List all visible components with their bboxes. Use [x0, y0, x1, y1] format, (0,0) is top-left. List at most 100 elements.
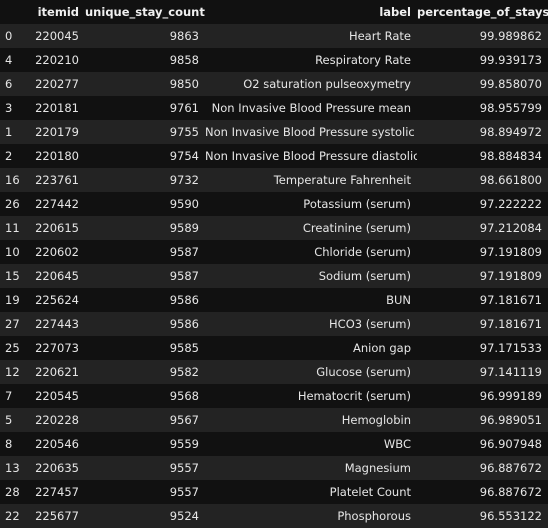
cell-unique-stay-count: 9557 [169, 485, 199, 499]
cell-itemid: 227073 [35, 341, 79, 355]
cell-label: Temperature Fahrenheit [273, 173, 411, 187]
row-index: 25 [5, 341, 20, 355]
row-index: 5 [5, 413, 13, 427]
row-index: 12 [5, 365, 20, 379]
cell-percentage-of-stays: 96.999189 [479, 389, 542, 403]
cell-itemid: 220277 [35, 77, 79, 91]
row-index: 7 [5, 389, 13, 403]
table-row: 12 220621 9582 Glucose (serum) 97.141119 [0, 360, 548, 384]
cell-label: Non Invasive Blood Pressure mean [211, 101, 411, 115]
cell-label: O2 saturation pulseoxymetry [243, 77, 411, 91]
header-label: label [205, 0, 417, 24]
cell-percentage-of-stays: 98.955799 [479, 101, 542, 115]
cell-percentage-of-stays: 99.939173 [479, 53, 542, 67]
table-row: 5 220228 9567 Hemoglobin 96.989051 [0, 408, 548, 432]
cell-percentage-of-stays: 97.191809 [479, 245, 542, 259]
cell-unique-stay-count: 9585 [169, 341, 199, 355]
row-index: 1 [5, 125, 13, 139]
table-row: 4 220210 9858 Respiratory Rate 99.939173 [0, 48, 548, 72]
cell-percentage-of-stays: 99.858070 [479, 77, 542, 91]
cell-itemid: 227442 [35, 197, 79, 211]
cell-percentage-of-stays: 96.553122 [479, 509, 542, 523]
cell-percentage-of-stays: 99.989862 [479, 29, 542, 43]
table-header: itemid unique_stay_count label percentag… [0, 0, 548, 24]
cell-percentage-of-stays: 96.887672 [479, 485, 542, 499]
cell-label: Heart Rate [348, 29, 411, 43]
cell-unique-stay-count: 9568 [169, 389, 199, 403]
cell-label: HCO3 (serum) [329, 317, 411, 331]
cell-itemid: 225677 [35, 509, 79, 523]
cell-label: Phosphorous [337, 509, 411, 523]
cell-unique-stay-count: 9590 [169, 197, 199, 211]
table-row: 6 220277 9850 O2 saturation pulseoxymetr… [0, 72, 548, 96]
cell-itemid: 227457 [35, 485, 79, 499]
table-row: 1 220179 9755 Non Invasive Blood Pressur… [0, 120, 548, 144]
header-index [0, 0, 30, 24]
cell-unique-stay-count: 9850 [169, 77, 199, 91]
header-row: itemid unique_stay_count label percentag… [0, 0, 548, 24]
table-row: 27 227443 9586 HCO3 (serum) 97.181671 [0, 312, 548, 336]
cell-percentage-of-stays: 97.171533 [479, 341, 542, 355]
header-itemid: itemid [30, 0, 85, 24]
cell-label: Magnesium [344, 461, 411, 475]
cell-percentage-of-stays: 98.884834 [479, 149, 542, 163]
table-row: 16 223761 9732 Temperature Fahrenheit 98… [0, 168, 548, 192]
cell-label: Hemoglobin [341, 413, 411, 427]
cell-unique-stay-count: 9567 [169, 413, 199, 427]
cell-percentage-of-stays: 98.894972 [479, 125, 542, 139]
table-row: 0 220045 9863 Heart Rate 99.989862 [0, 24, 548, 48]
cell-label: Non Invasive Blood Pressure diastolic [205, 149, 417, 163]
table-body: 0 220045 9863 Heart Rate 99.989862 4 220… [0, 24, 548, 528]
table-row: 2 220180 9754 Non Invasive Blood Pressur… [0, 144, 548, 168]
row-index: 22 [5, 509, 20, 523]
cell-percentage-of-stays: 98.661800 [479, 173, 542, 187]
table-row: 8 220546 9559 WBC 96.907948 [0, 432, 548, 456]
table-row: 25 227073 9585 Anion gap 97.171533 [0, 336, 548, 360]
cell-itemid: 220615 [35, 221, 79, 235]
cell-percentage-of-stays: 97.212084 [479, 221, 542, 235]
table-row: 19 225624 9586 BUN 97.181671 [0, 288, 548, 312]
cell-unique-stay-count: 9589 [169, 221, 199, 235]
table-row: 28 227457 9557 Platelet Count 96.887672 [0, 480, 548, 504]
cell-label: BUN [386, 293, 411, 307]
table-row: 13 220635 9557 Magnesium 96.887672 [0, 456, 548, 480]
table-row: 3 220181 9761 Non Invasive Blood Pressur… [0, 96, 548, 120]
cell-itemid: 220602 [35, 245, 79, 259]
cell-label: WBC [383, 437, 411, 451]
row-index: 2 [5, 149, 13, 163]
cell-label: Respiratory Rate [315, 53, 411, 67]
cell-unique-stay-count: 9755 [169, 125, 199, 139]
table-row: 7 220545 9568 Hematocrit (serum) 96.9991… [0, 384, 548, 408]
cell-itemid: 220635 [35, 461, 79, 475]
cell-percentage-of-stays: 97.141119 [479, 365, 542, 379]
row-index: 0 [5, 29, 13, 43]
table-row: 11 220615 9589 Creatinine (serum) 97.212… [0, 216, 548, 240]
row-index: 13 [5, 461, 20, 475]
cell-itemid: 220210 [35, 53, 79, 67]
cell-unique-stay-count: 9863 [169, 29, 199, 43]
table-row: 22 225677 9524 Phosphorous 96.553122 [0, 504, 548, 528]
row-index: 26 [5, 197, 20, 211]
cell-unique-stay-count: 9586 [169, 317, 199, 331]
cell-label: Non Invasive Blood Pressure systolic [205, 125, 415, 139]
cell-label: Platelet Count [329, 485, 411, 499]
cell-unique-stay-count: 9586 [169, 293, 199, 307]
cell-itemid: 220645 [35, 269, 79, 283]
cell-unique-stay-count: 9524 [169, 509, 199, 523]
cell-itemid: 225624 [35, 293, 79, 307]
cell-percentage-of-stays: 96.989051 [479, 413, 542, 427]
cell-percentage-of-stays: 97.222222 [479, 197, 542, 211]
cell-label: Chloride (serum) [314, 245, 411, 259]
cell-percentage-of-stays: 97.181671 [479, 293, 542, 307]
table-row: 15 220645 9587 Sodium (serum) 97.191809 [0, 264, 548, 288]
cell-itemid: 227443 [35, 317, 79, 331]
row-index: 4 [5, 53, 13, 67]
row-index: 16 [5, 173, 20, 187]
cell-label: Hematocrit (serum) [297, 389, 411, 403]
cell-unique-stay-count: 9754 [169, 149, 199, 163]
cell-itemid: 220228 [35, 413, 79, 427]
table-row: 26 227442 9590 Potassium (serum) 97.2222… [0, 192, 548, 216]
row-index: 19 [5, 293, 20, 307]
table-row: 10 220602 9587 Chloride (serum) 97.19180… [0, 240, 548, 264]
cell-unique-stay-count: 9559 [169, 437, 199, 451]
